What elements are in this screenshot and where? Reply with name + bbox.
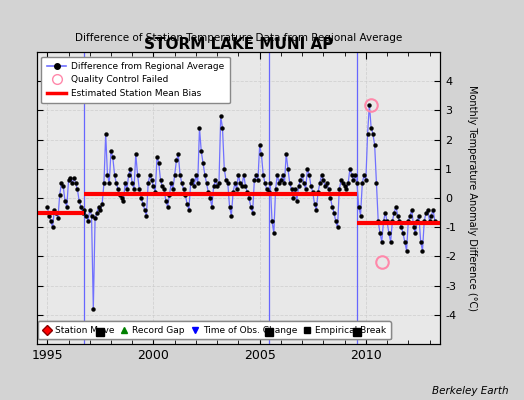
Text: Berkeley Earth: Berkeley Earth <box>432 386 508 396</box>
Legend: Station Move, Record Gap, Time of Obs. Change, Empirical Break: Station Move, Record Gap, Time of Obs. C… <box>38 322 391 340</box>
Text: Difference of Station Temperature Data from Regional Average: Difference of Station Temperature Data f… <box>75 33 402 43</box>
Y-axis label: Monthly Temperature Anomaly Difference (°C): Monthly Temperature Anomaly Difference (… <box>467 85 477 311</box>
Title: STORM LAKE MUNI AP: STORM LAKE MUNI AP <box>144 37 333 52</box>
